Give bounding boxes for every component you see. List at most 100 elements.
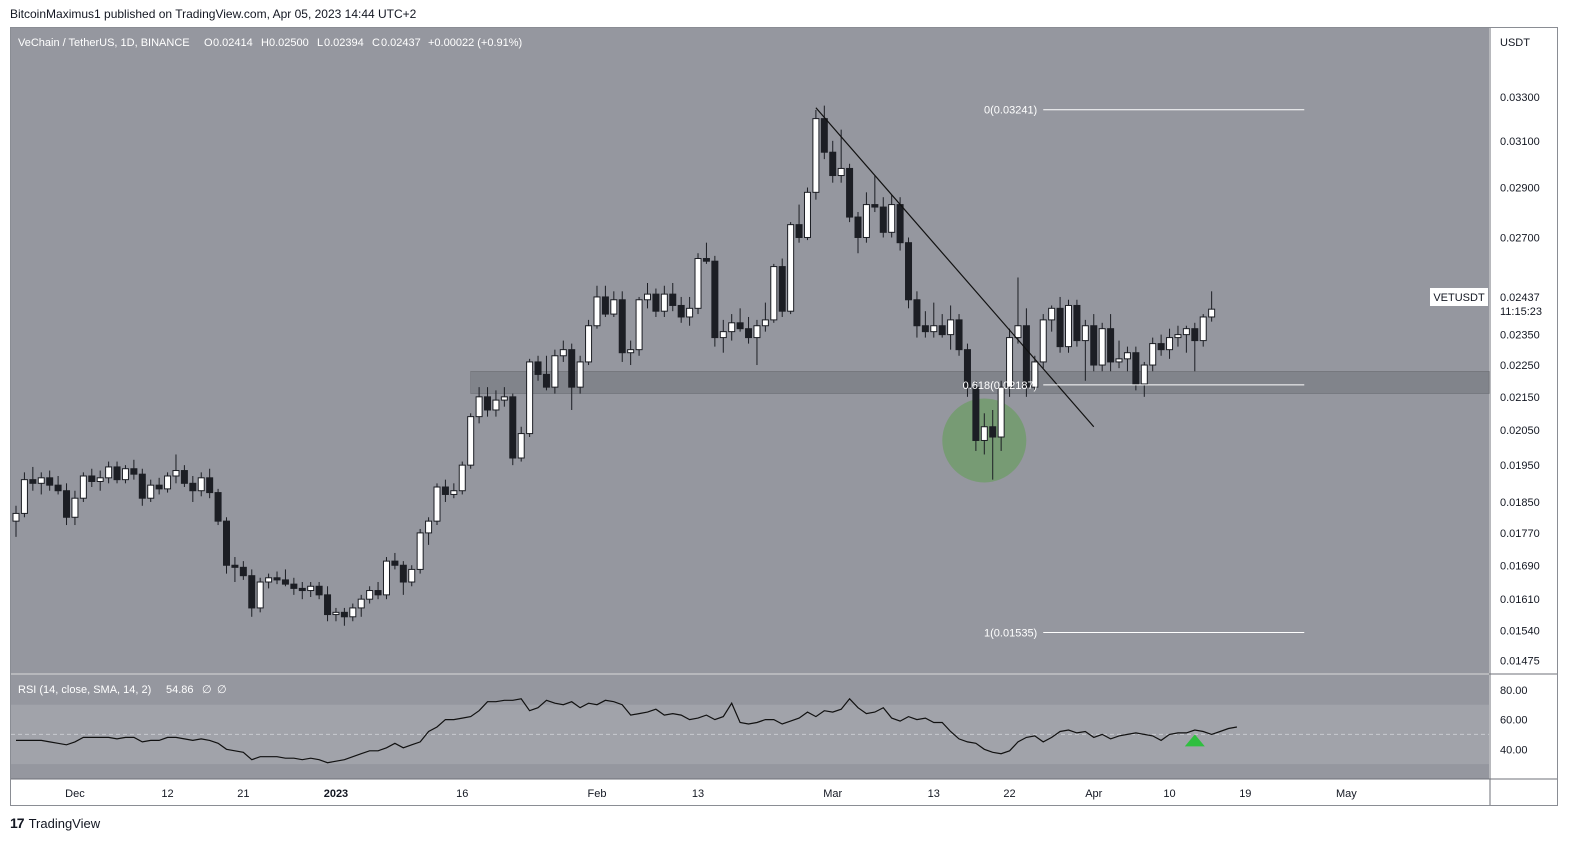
candle-body-up	[551, 355, 559, 388]
rsi-axis-ticks: 80.00 60.00 40.00	[1500, 685, 1528, 756]
time-tick-label: Dec	[65, 788, 85, 800]
chart-header: VeChain / TetherUS, 1D, BINANCE O 0.0241…	[18, 37, 522, 49]
price-tick-label: 0.03100	[1500, 136, 1540, 148]
candle	[820, 105, 828, 160]
candle-body-down	[155, 484, 163, 490]
candle-body-up	[1031, 361, 1039, 388]
candle	[1056, 296, 1064, 353]
fib-label: 0(0.03241)	[984, 105, 1037, 117]
candle-body-down	[1107, 328, 1115, 363]
time-tick-label: 10	[1163, 788, 1175, 800]
rsi-tick-label: 40.00	[1500, 744, 1528, 756]
candle	[164, 472, 172, 493]
candle	[324, 586, 332, 622]
candle-body-down	[829, 151, 837, 177]
price-tick-label: 0.01770	[1500, 528, 1540, 540]
candle-body-up	[803, 191, 811, 238]
candle	[601, 285, 609, 317]
main-pane-background	[11, 28, 1489, 673]
candle-body-down	[534, 361, 542, 375]
candle-body-down	[281, 579, 289, 585]
candle	[105, 461, 113, 484]
candle	[702, 242, 710, 264]
candle	[290, 577, 298, 595]
candle-body-down	[896, 204, 904, 244]
candle	[1199, 314, 1207, 347]
candle	[357, 594, 365, 617]
candle-body-up	[96, 477, 104, 482]
rsi-tick-label: 60.00	[1500, 715, 1528, 727]
trend-line	[815, 107, 1095, 428]
ohlc-high-label: H	[261, 37, 269, 49]
candle-body-down	[542, 373, 550, 388]
price-axis-currency: USDT	[1500, 37, 1530, 49]
candle	[391, 552, 399, 570]
tradingview-brand[interactable]: 17 TradingView	[10, 815, 100, 831]
candle	[930, 302, 938, 338]
candle	[189, 475, 197, 502]
price-tick-label: 0.01610	[1500, 594, 1540, 606]
candle	[121, 465, 129, 484]
candle-body-up	[1039, 319, 1047, 363]
candle	[307, 582, 315, 598]
candle	[484, 387, 492, 417]
candle-body-down	[913, 299, 921, 327]
candle-body-up	[349, 607, 357, 618]
candle-body-down	[938, 325, 946, 336]
overlay-layer: 0(0.03241) 0.618(0.02187) 1(0.01535)	[815, 105, 1305, 640]
candle	[248, 569, 256, 617]
candle-body-up	[256, 581, 264, 609]
candle	[1115, 340, 1123, 369]
chart-svg[interactable]: 0(0.03241) 0.618(0.02187) 1(0.01535) VeCha…	[11, 28, 1557, 805]
candle	[997, 380, 1005, 451]
rsi-header: RSI (14, close, SMA, 14, 2) 54.86 ∅ ∅	[18, 684, 227, 696]
candle-body-up	[147, 484, 155, 499]
publisher-credit: BitcoinMaximus1 published on TradingView…	[10, 7, 417, 21]
candle	[231, 557, 239, 583]
candle	[450, 483, 458, 499]
candle-body-up	[1115, 358, 1123, 363]
candle-body-down	[206, 477, 214, 494]
candle	[947, 305, 955, 350]
symbol-label: VeChain / TetherUS, 1D, BINANCE	[18, 37, 190, 49]
candle	[736, 308, 744, 332]
candle	[500, 387, 508, 407]
candle-body-up	[500, 396, 508, 401]
fib-label: 0.618(0.02187)	[963, 380, 1038, 392]
candle-body-down	[1191, 328, 1199, 342]
symbol-tag: VETUSDT 0.02437 11:15:23	[1430, 287, 1553, 319]
candle-body-up	[719, 331, 727, 339]
candle-body-down	[1056, 307, 1064, 348]
candle	[332, 607, 340, 622]
ohlc-open-label: O	[204, 37, 213, 49]
candle	[879, 197, 887, 238]
candle	[63, 483, 71, 526]
candle	[492, 390, 500, 417]
candle	[1140, 361, 1148, 397]
candle-body-down	[273, 577, 281, 581]
candle	[669, 282, 677, 312]
candle	[467, 413, 475, 469]
ohlc-low-value: 0.02394	[324, 37, 364, 49]
candle-body-down	[1090, 325, 1098, 366]
candle-body-up	[458, 464, 466, 492]
candle	[635, 296, 643, 356]
candle-body-up	[1149, 343, 1157, 366]
candle-body-down	[88, 475, 96, 482]
candle-body-up	[433, 486, 441, 522]
candle-body-up	[1174, 334, 1182, 339]
candle-body-up	[1081, 325, 1089, 342]
candle-body-down	[677, 304, 685, 318]
candle-body-down	[921, 325, 929, 333]
candle-body-down	[1157, 343, 1165, 351]
price-tick-label: 0.01475	[1500, 655, 1540, 667]
price-tick-label: 0.01850	[1500, 497, 1540, 509]
candle	[433, 483, 441, 526]
candle	[1014, 277, 1022, 344]
candle	[113, 461, 121, 484]
candle-body-up	[366, 590, 374, 600]
candle-body-up	[475, 396, 483, 418]
candle-body-up	[593, 296, 601, 327]
candle	[147, 479, 155, 502]
candle-body-up	[1182, 328, 1190, 336]
